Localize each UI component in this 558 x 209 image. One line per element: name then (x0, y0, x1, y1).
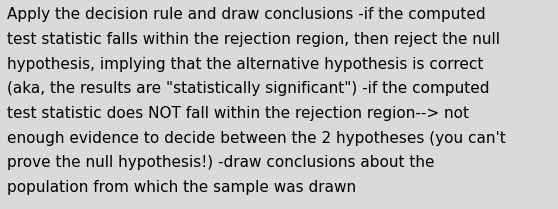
Text: test statistic falls within the rejection region, then reject the null: test statistic falls within the rejectio… (7, 32, 501, 47)
Text: prove the null hypothesis!) -draw conclusions about the: prove the null hypothesis!) -draw conclu… (7, 155, 435, 170)
Text: (aka, the results are "statistically significant") -if the computed: (aka, the results are "statistically sig… (7, 81, 490, 96)
Text: Apply the decision rule and draw conclusions -if the computed: Apply the decision rule and draw conclus… (7, 7, 486, 22)
Text: enough evidence to decide between the 2 hypotheses (you can't: enough evidence to decide between the 2 … (7, 131, 506, 146)
Text: population from which the sample was drawn: population from which the sample was dra… (7, 180, 357, 195)
Text: hypothesis, implying that the alternative hypothesis is correct: hypothesis, implying that the alternativ… (7, 57, 484, 72)
Text: test statistic does NOT fall within the rejection region--> not: test statistic does NOT fall within the … (7, 106, 469, 121)
